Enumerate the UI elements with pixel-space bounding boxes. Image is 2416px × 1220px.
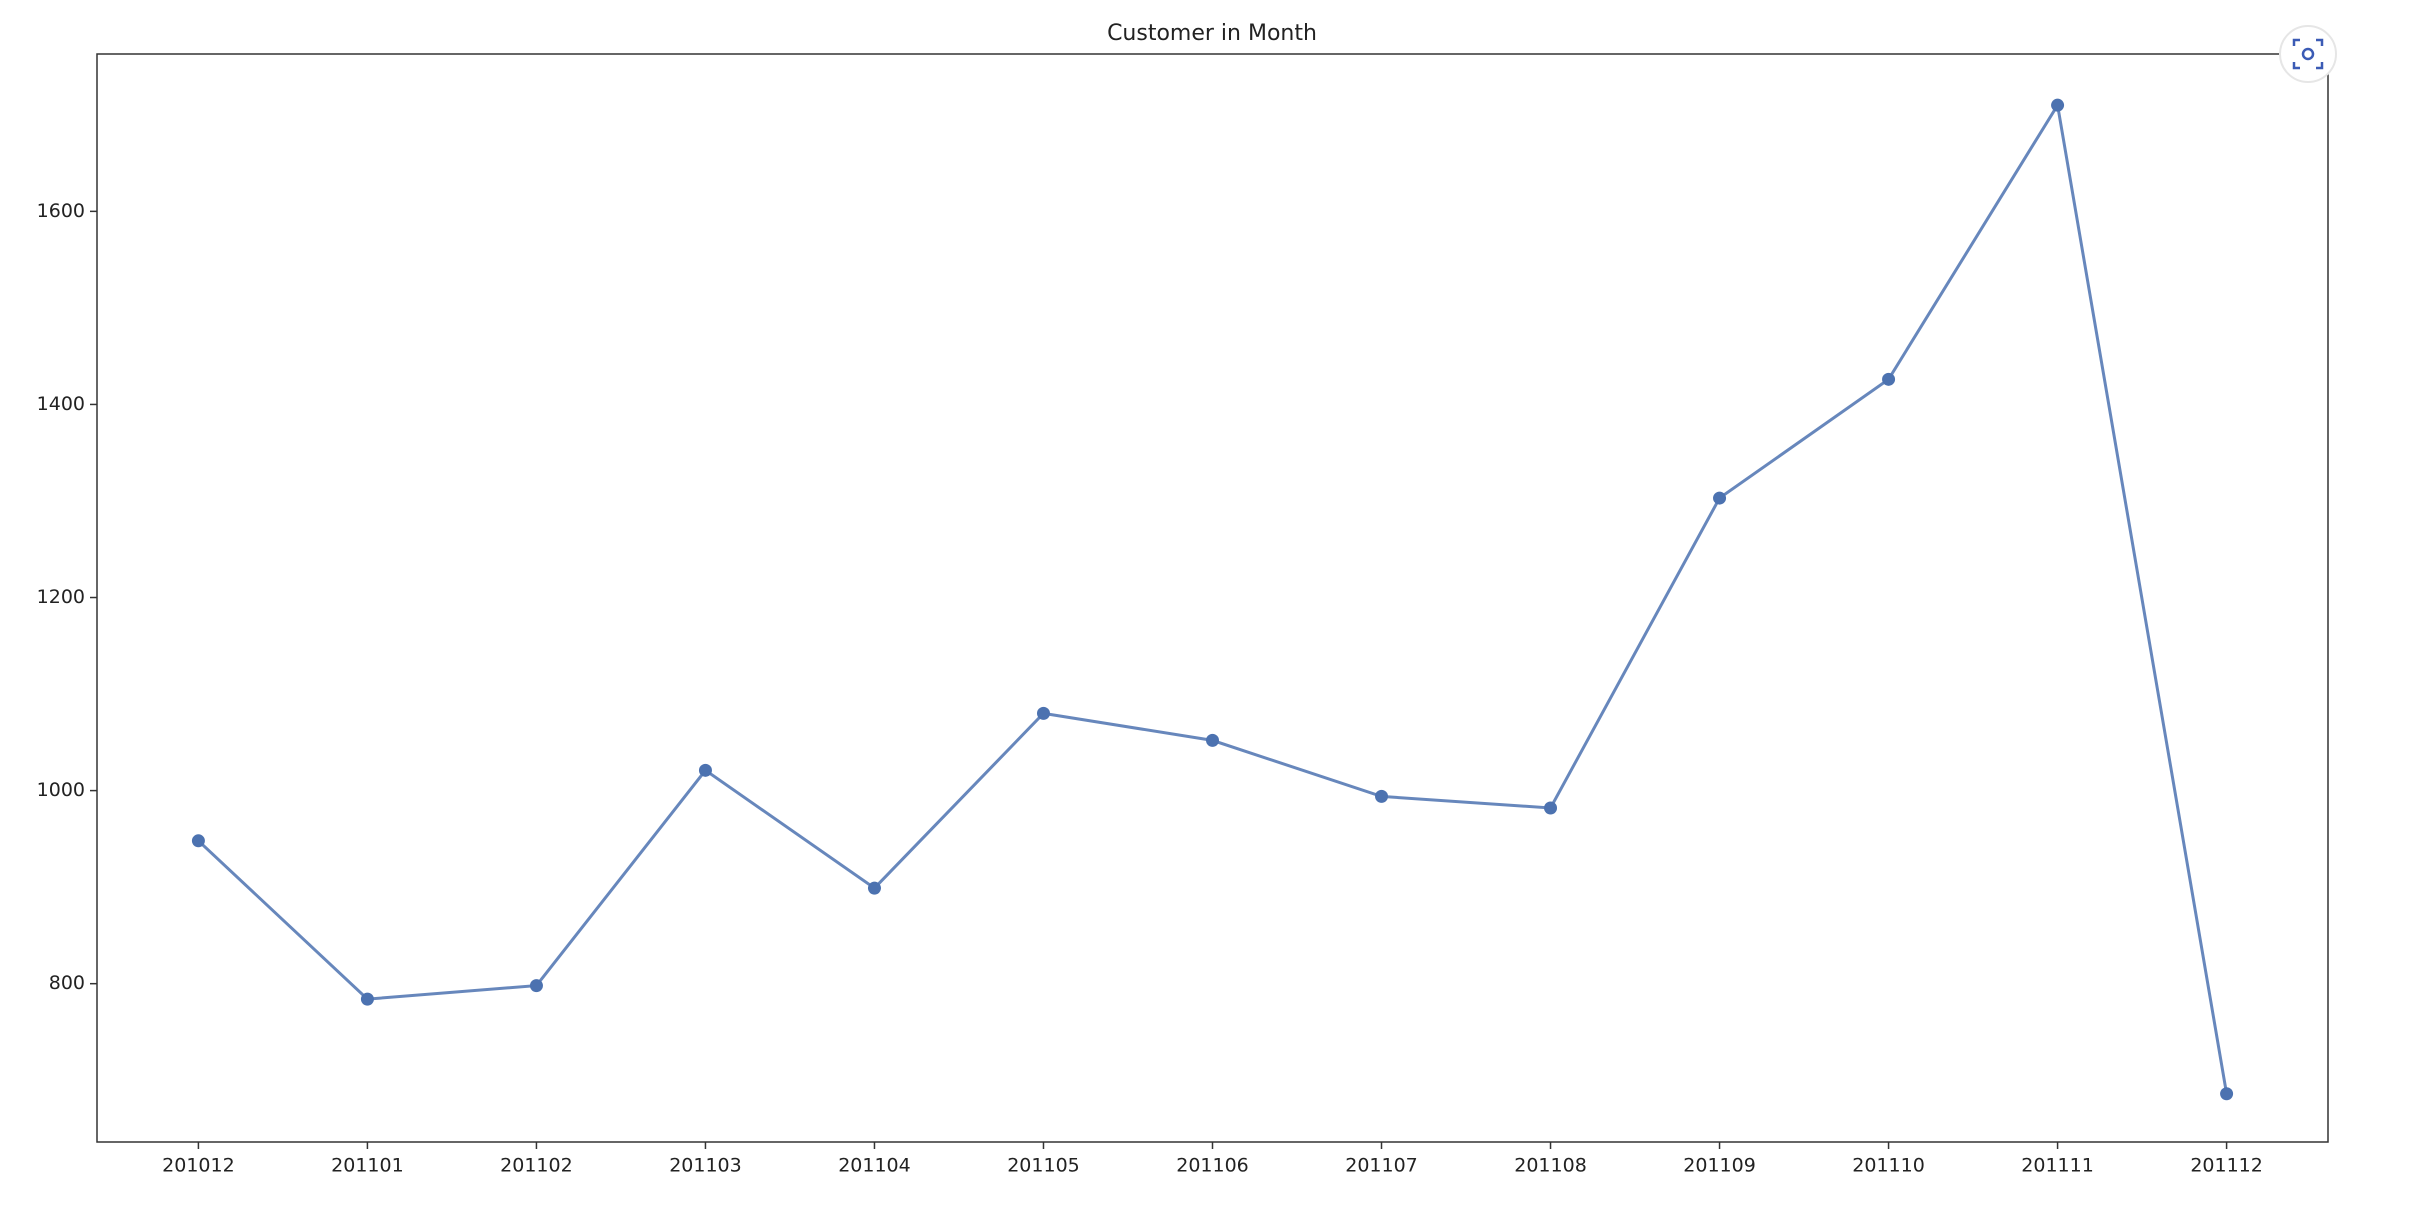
marker (698, 763, 712, 777)
marker (1713, 491, 1727, 505)
marker (1882, 372, 1896, 386)
marker (867, 881, 881, 895)
x-tick-label: 201110 (1852, 1155, 1925, 1177)
x-tick-label: 201107 (1345, 1155, 1418, 1177)
x-tick-label: 201104 (838, 1155, 911, 1177)
x-tick-label: 201101 (331, 1155, 404, 1177)
x-tick-label: 201106 (1176, 1155, 1249, 1177)
x-tick-label: 201102 (500, 1155, 573, 1177)
chart-title: Customer in Month (1107, 21, 1317, 46)
marker (2051, 98, 2065, 112)
x-tick-label: 201012 (162, 1155, 235, 1177)
x-tick-label: 201105 (1007, 1155, 1080, 1177)
line (197, 100, 2229, 1094)
marker (191, 834, 205, 848)
marker (1206, 733, 1219, 747)
marker (1375, 789, 1389, 803)
y-tick-label: 1600 (37, 200, 85, 222)
y-tick-label: 1000 (37, 779, 85, 801)
marker (360, 992, 374, 1006)
x-tick-label: 201112 (2190, 1155, 2263, 1177)
marker (529, 979, 543, 993)
x-tick-label: 201108 (1514, 1155, 1587, 1177)
marker (1544, 801, 1558, 815)
marker (2220, 1087, 2234, 1101)
y-tick-label: 1400 (37, 393, 85, 415)
plot-frame (96, 53, 2329, 1143)
x-tick-label: 201103 (669, 1155, 742, 1177)
y-tick-label: 1200 (37, 586, 85, 608)
marker (1036, 706, 1050, 720)
y-tick-label: 800 (49, 972, 85, 994)
x-tick-label: 201109 (1683, 1155, 1756, 1177)
x-tick-label: 201111 (2021, 1155, 2094, 1177)
screenshot-button[interactable] (2279, 25, 2337, 83)
